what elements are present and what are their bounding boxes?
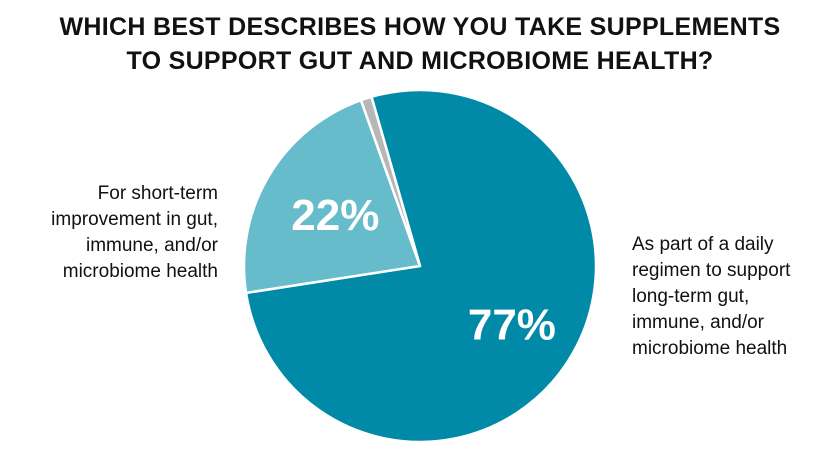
legend-label-daily-regimen: As part of a daily regimen to support lo… [632,232,790,362]
pie-slice-other [359,95,422,268]
legend-label-short-term-line: For short-term [97,183,218,204]
legend-label-daily-regimen-line: immune, and/or [632,312,765,333]
slice-value-daily-regimen: 77% [468,300,556,349]
slice-value-short-term: 22% [291,191,379,240]
legend-label-short-term-line: improvement in gut, [51,209,218,230]
legend-label-short-term: For short-term improvement in gut, immun… [51,181,218,285]
legend-label-daily-regimen-line: microbiome health [632,338,788,359]
chart-title-line-2: TO SUPPORT GUT AND MICROBIOME HEALTH? [126,47,714,75]
chart-title: WHICH BEST DESCRIBES HOW YOU TAKE SUPPLE… [0,10,840,78]
legend-label-short-term-line: immune, and/or [85,235,218,256]
legend-label-daily-regimen-line: long-term gut, [632,286,750,307]
pie-slices [242,88,598,444]
legend-label-daily-regimen-line: As part of a daily [632,234,774,255]
legend-label-daily-regimen-line: regimen to support [632,260,791,281]
legend-label-short-term-line: microbiome health [62,261,218,282]
pie-slice-short-term [242,98,422,295]
chart-title-line-1: WHICH BEST DESCRIBES HOW YOU TAKE SUPPLE… [59,13,781,41]
pie-value-labels: 77% 22% [291,191,556,349]
